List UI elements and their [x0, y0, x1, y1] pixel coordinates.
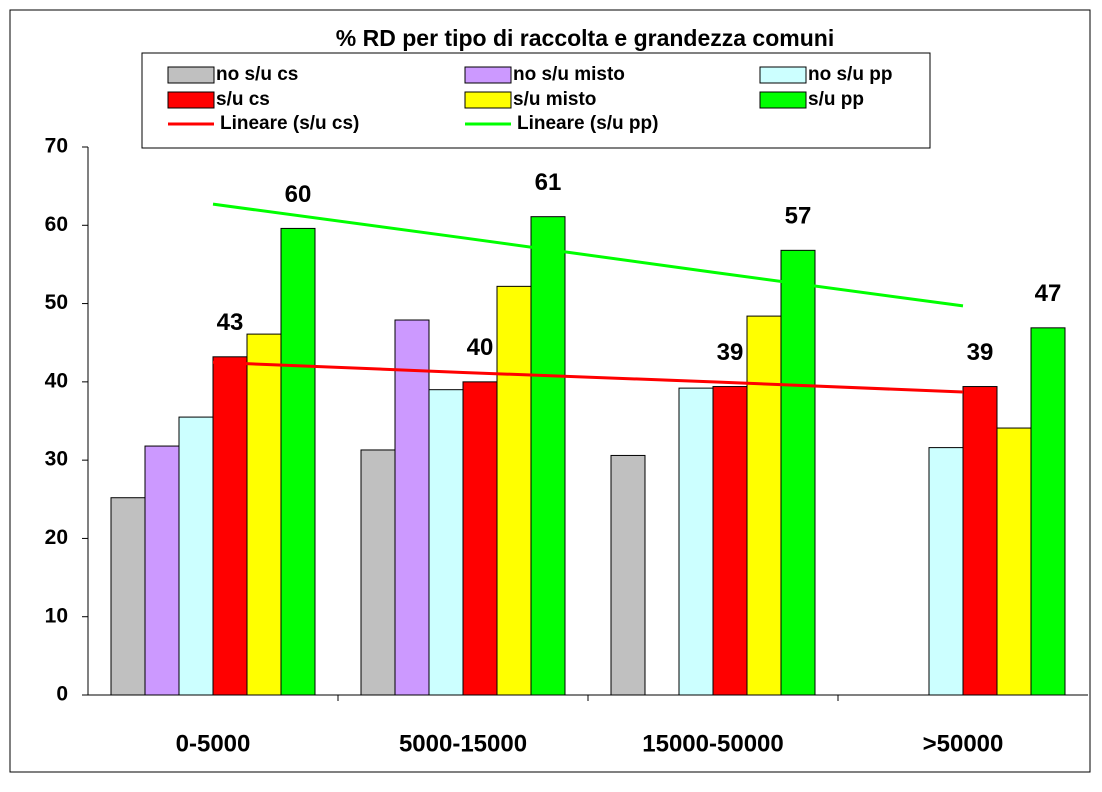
bar — [746, 315, 782, 696]
data-label: 43 — [217, 309, 244, 336]
legend-label: Lineare (s/u cs) — [220, 113, 359, 134]
bar — [962, 386, 998, 696]
bar — [530, 216, 566, 696]
y-tick-label: 50 — [45, 291, 68, 314]
bar — [678, 387, 714, 696]
x-tick-label: 5000-15000 — [399, 730, 527, 757]
bar — [212, 356, 248, 696]
trend-line — [212, 202, 964, 308]
bar — [110, 497, 146, 696]
trend-line — [212, 360, 964, 394]
legend-label: s/u misto — [513, 89, 596, 110]
y-tick-label: 70 — [45, 135, 68, 158]
bar — [610, 454, 646, 696]
legend-swatch — [759, 66, 807, 84]
y-tick-label: 60 — [45, 213, 68, 236]
x-tick-label: >50000 — [923, 730, 1004, 757]
bar — [1030, 327, 1066, 696]
legend-swatch — [167, 66, 215, 84]
legend-label: no s/u pp — [808, 64, 892, 85]
legend-label: s/u cs — [216, 89, 270, 110]
data-label: 39 — [717, 339, 744, 366]
x-tick-label: 0-5000 — [176, 730, 251, 757]
data-label: 61 — [535, 169, 562, 196]
legend-label: s/u pp — [808, 89, 864, 110]
bar — [928, 447, 964, 696]
y-tick-label: 40 — [45, 369, 68, 392]
bar — [280, 227, 316, 696]
data-label: 47 — [1035, 280, 1062, 307]
legend-swatch — [464, 91, 512, 109]
y-tick-label: 0 — [56, 683, 68, 706]
bar — [496, 285, 532, 696]
bar — [360, 449, 396, 696]
legend-swatch — [464, 66, 512, 84]
data-label: 39 — [967, 339, 994, 366]
y-tick-label: 20 — [45, 526, 68, 549]
x-tick-label: 15000-50000 — [642, 730, 783, 757]
data-label: 40 — [467, 334, 494, 361]
legend-swatch — [759, 91, 807, 109]
data-label: 60 — [285, 181, 312, 208]
bar — [996, 427, 1032, 696]
legend-label: no s/u misto — [513, 64, 625, 85]
bar — [178, 416, 214, 696]
chart-title: % RD per tipo di raccolta e grandezza co… — [336, 25, 834, 51]
bar — [712, 386, 748, 696]
data-label: 57 — [785, 203, 812, 230]
legend-swatch — [167, 91, 215, 109]
bar — [780, 249, 816, 696]
y-tick-label: 30 — [45, 448, 68, 471]
bar — [394, 319, 430, 696]
bar — [428, 389, 464, 696]
bar — [144, 445, 180, 696]
legend-label: no s/u cs — [216, 64, 298, 85]
y-tick-label: 10 — [45, 604, 68, 627]
bar — [462, 381, 498, 696]
legend-label: Lineare (s/u pp) — [517, 113, 658, 134]
bar — [246, 333, 282, 696]
